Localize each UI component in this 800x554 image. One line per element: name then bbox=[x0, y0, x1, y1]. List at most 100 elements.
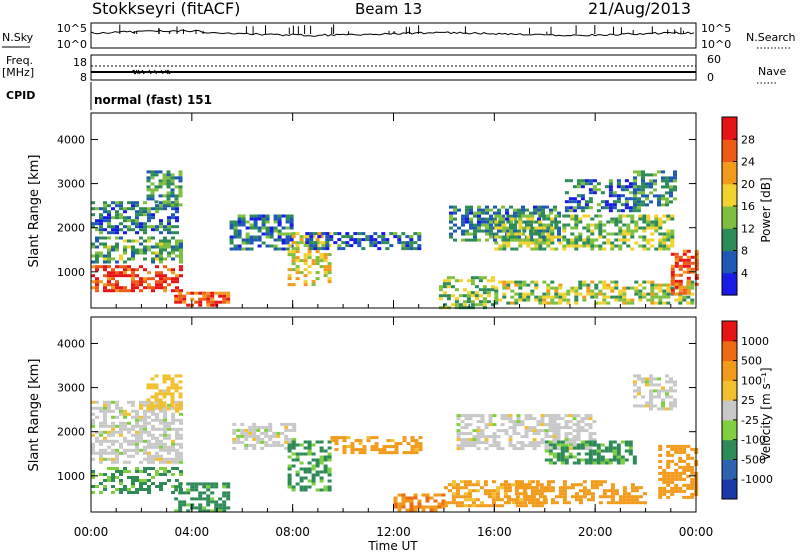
velocity-cell bbox=[662, 471, 667, 475]
velocity-cell bbox=[143, 421, 147, 425]
velocity-cell bbox=[552, 435, 557, 439]
velocity-cell bbox=[554, 501, 559, 505]
power-cell bbox=[111, 289, 115, 293]
power-cell bbox=[610, 241, 615, 245]
velocity-cell bbox=[447, 501, 452, 505]
velocity-colorbar-tick-label: -500 bbox=[741, 453, 766, 466]
power-cell bbox=[622, 295, 627, 299]
velocity-cell bbox=[272, 443, 277, 447]
power-cell bbox=[686, 261, 691, 265]
power-cell bbox=[103, 207, 107, 211]
power-cell bbox=[170, 191, 175, 195]
power-cells bbox=[91, 170, 699, 310]
velocity-cell bbox=[123, 467, 127, 470]
velocity-cell bbox=[538, 492, 543, 496]
power-cell bbox=[526, 298, 531, 302]
velocity-cell bbox=[592, 438, 597, 442]
power-colorbar-swatch bbox=[722, 228, 737, 252]
velocity-cell bbox=[409, 499, 414, 503]
velocity-cell bbox=[155, 473, 159, 476]
velocity-cell bbox=[418, 436, 423, 440]
power-cell bbox=[341, 241, 346, 245]
velocity-cell bbox=[374, 445, 379, 449]
power-cell bbox=[662, 283, 667, 287]
power-cell bbox=[303, 262, 308, 266]
velocity-colorbar-tick-label: 25 bbox=[741, 394, 755, 407]
velocity-cell bbox=[151, 427, 155, 431]
power-cell bbox=[646, 217, 651, 221]
velocity-cell bbox=[147, 409, 151, 413]
power-cell bbox=[602, 295, 607, 299]
power-cell bbox=[549, 211, 553, 215]
velocity-cell bbox=[155, 412, 159, 416]
power-cell bbox=[501, 217, 505, 221]
power-cell bbox=[253, 226, 258, 230]
power-cell bbox=[670, 244, 675, 248]
power-cell bbox=[612, 203, 617, 207]
power-cell bbox=[670, 267, 675, 271]
power-cell bbox=[285, 226, 290, 230]
velocity-cell bbox=[456, 435, 461, 439]
velocity-cell bbox=[522, 486, 527, 490]
velocity-cell bbox=[175, 409, 179, 413]
time-tick-label: 08:00 bbox=[275, 525, 310, 539]
velocity-cell bbox=[292, 425, 297, 429]
velocity-cell bbox=[678, 456, 683, 460]
power-cell bbox=[514, 247, 519, 251]
power-cell bbox=[501, 226, 505, 230]
velocity-cell bbox=[291, 488, 296, 492]
velocity-cell bbox=[167, 424, 171, 428]
velocity-cell bbox=[690, 447, 695, 451]
power-cell bbox=[295, 232, 300, 236]
power-cell bbox=[542, 295, 547, 299]
velocity-cell bbox=[456, 447, 461, 451]
power-cell bbox=[584, 203, 589, 207]
velocity-cell bbox=[451, 495, 456, 499]
velocity-cell bbox=[594, 480, 599, 484]
power-cell bbox=[147, 271, 151, 275]
power-cell bbox=[582, 238, 587, 242]
power-cell bbox=[305, 241, 310, 245]
velocity-cell bbox=[476, 420, 481, 424]
power-cell bbox=[139, 248, 143, 252]
velocity-cell bbox=[535, 504, 540, 508]
velocity-cell bbox=[674, 471, 679, 475]
power-cell bbox=[115, 213, 119, 217]
velocity-cell bbox=[179, 418, 183, 422]
velocity-cell bbox=[103, 488, 107, 491]
velocity-cell bbox=[562, 492, 567, 496]
velocity-cell bbox=[162, 377, 167, 381]
velocity-cell bbox=[564, 423, 569, 427]
power-cell bbox=[502, 292, 507, 296]
velocity-cell bbox=[686, 483, 691, 487]
power-cell bbox=[580, 194, 585, 198]
power-cell bbox=[155, 245, 159, 249]
power-cell bbox=[159, 225, 163, 229]
velocity-cell bbox=[139, 436, 143, 440]
velocity-cell bbox=[170, 377, 175, 381]
velocity-cell bbox=[544, 429, 549, 433]
power-cell bbox=[99, 242, 103, 246]
power-cell bbox=[632, 206, 637, 210]
power-cell bbox=[401, 241, 406, 245]
power-cell bbox=[622, 301, 627, 305]
velocity-cell bbox=[175, 430, 179, 434]
velocity-cell bbox=[556, 440, 561, 444]
velocity-cell bbox=[480, 441, 485, 445]
power-cell bbox=[162, 176, 167, 180]
velocity-cell bbox=[620, 458, 625, 462]
velocity-cell bbox=[166, 386, 171, 390]
velocity-cell bbox=[471, 498, 476, 502]
time-tick-label: 20:00 bbox=[578, 525, 613, 539]
power-cell bbox=[562, 295, 567, 299]
velocity-cell bbox=[433, 505, 438, 509]
power-cell bbox=[461, 223, 465, 227]
velocity-cell bbox=[622, 495, 627, 499]
power-cell bbox=[612, 191, 617, 195]
power-cell bbox=[650, 220, 655, 224]
velocity-cell bbox=[674, 486, 679, 490]
power-cell bbox=[602, 283, 607, 287]
velocity-cell bbox=[291, 464, 296, 468]
velocity-cell bbox=[578, 495, 583, 499]
velocity-cell bbox=[252, 425, 257, 429]
